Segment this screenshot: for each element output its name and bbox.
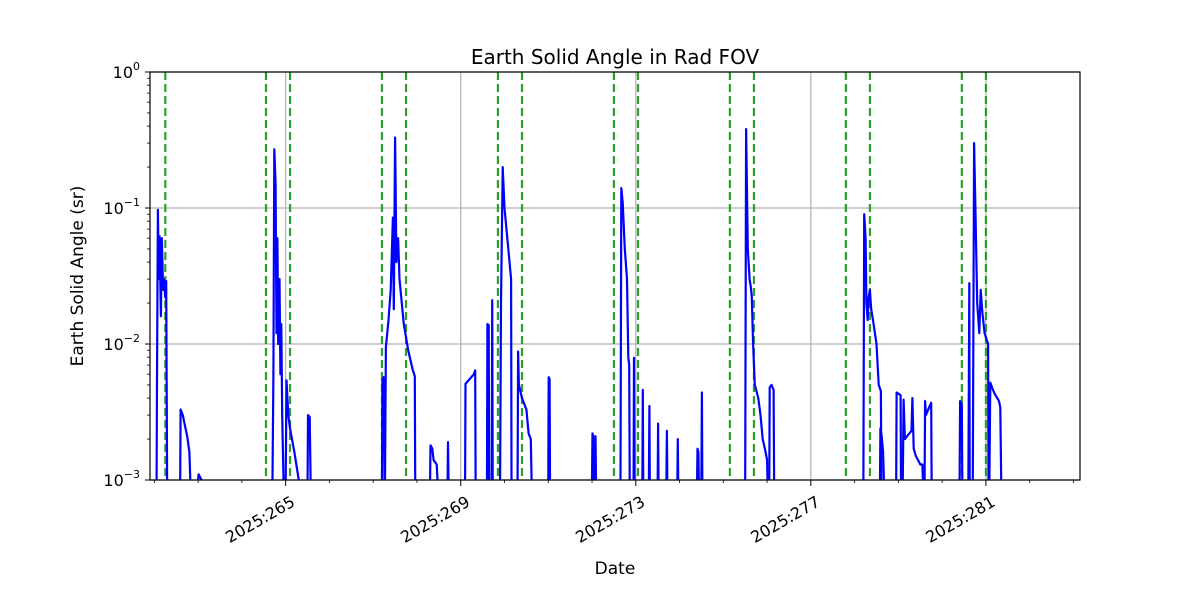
- chart-title: Earth Solid Angle in Rad FOV: [471, 45, 760, 69]
- series-line-segment: [490, 299, 494, 481]
- series-line-segment: [641, 388, 645, 481]
- series-line-segment: [380, 376, 386, 481]
- series-line-segment: [696, 447, 700, 481]
- series-line-segment: [306, 414, 312, 481]
- plot-frame: [149, 71, 1081, 481]
- series-line-segment: [155, 208, 169, 481]
- series-line-segment: [499, 166, 513, 481]
- series-line-segment: [967, 282, 971, 481]
- series-line-segment: [878, 427, 885, 481]
- series-line-segment: [446, 441, 450, 481]
- series-line-segment: [958, 400, 964, 481]
- series-line-segment: [271, 148, 285, 481]
- series-line-segment: [464, 369, 477, 481]
- series-line-segment: [988, 381, 1003, 481]
- series-line-segment: [197, 473, 203, 481]
- series-line-segment: [665, 429, 669, 481]
- series-line-segment: [700, 391, 704, 481]
- series-line-segment: [284, 379, 300, 481]
- series-line-segment: [744, 128, 769, 481]
- series-line-segment: [676, 438, 680, 481]
- series-line-segment: [516, 350, 533, 481]
- series-line-segment: [632, 356, 636, 481]
- series-line-segment: [429, 444, 439, 481]
- series-line-segment: [971, 142, 990, 481]
- series-line-segment: [901, 397, 924, 481]
- series-line-segment: [179, 408, 192, 481]
- series-line-segment: [619, 187, 631, 481]
- series-line-segment: [485, 323, 491, 481]
- series-line-segment: [547, 376, 552, 481]
- series-line-segment: [862, 213, 883, 481]
- x-axis-label: Date: [595, 559, 636, 579]
- series-line-segment: [594, 435, 598, 481]
- series-line-segment: [656, 422, 660, 481]
- series-line-segment: [590, 432, 595, 481]
- series-line-segment: [647, 404, 651, 481]
- series-line-segment: [923, 400, 933, 481]
- series-line-segment: [895, 391, 903, 481]
- y-axis-label: Earth Solid Angle (sr): [68, 186, 88, 367]
- series-line-segment: [383, 136, 417, 481]
- series: [155, 128, 1003, 481]
- series-line-segment: [768, 383, 776, 481]
